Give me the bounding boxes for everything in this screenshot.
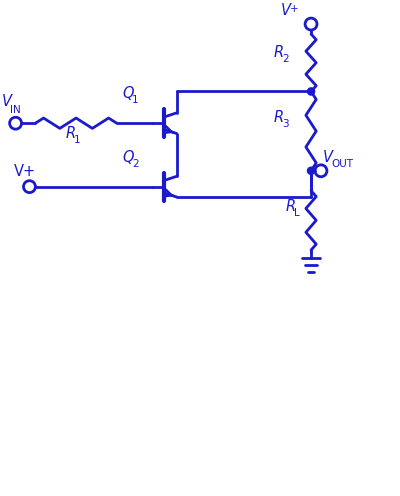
Text: IN: IN: [10, 105, 21, 115]
Text: R: R: [273, 45, 284, 60]
Text: 3: 3: [282, 119, 289, 129]
Text: 1: 1: [74, 135, 80, 145]
Text: 2: 2: [132, 159, 139, 169]
Text: R: R: [285, 199, 295, 214]
Text: 1: 1: [132, 95, 139, 105]
Text: V+: V+: [14, 164, 36, 179]
Text: R: R: [65, 126, 75, 141]
Text: V: V: [281, 3, 291, 18]
Circle shape: [308, 167, 315, 175]
Text: V: V: [2, 94, 12, 109]
Circle shape: [308, 88, 315, 95]
Text: Q: Q: [123, 150, 134, 165]
Text: V: V: [323, 150, 333, 165]
Text: OUT: OUT: [332, 159, 354, 169]
Text: L: L: [294, 208, 300, 218]
Text: Q: Q: [123, 86, 134, 101]
Text: +: +: [290, 4, 299, 14]
Text: 2: 2: [282, 54, 289, 63]
Text: R: R: [273, 110, 284, 125]
